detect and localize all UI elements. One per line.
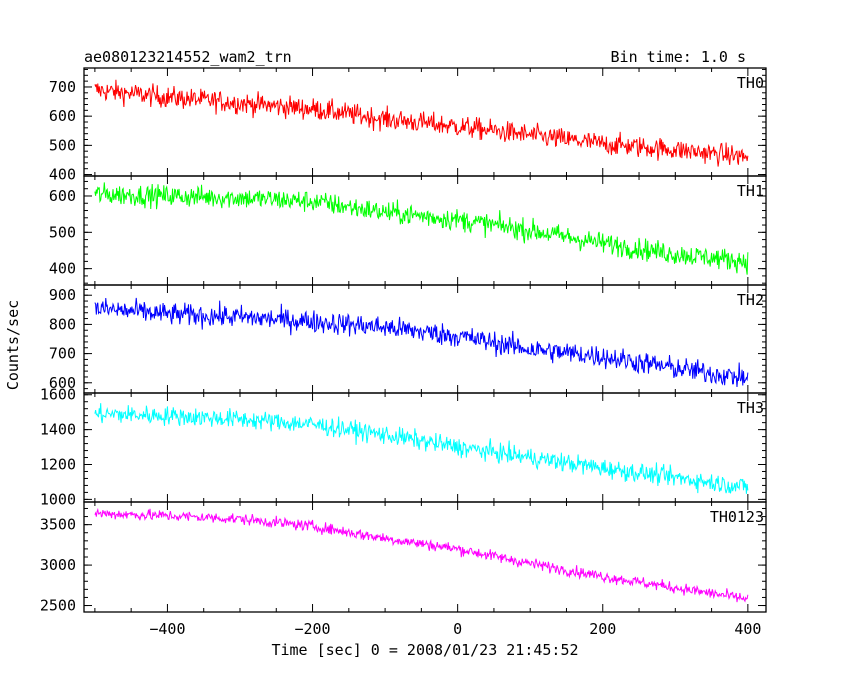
x-axis-label: Time [sec] 0 = 2008/01/23 21:45:52 <box>271 641 578 659</box>
panel-frame <box>83 284 767 394</box>
panel-label-th2: TH2 <box>737 291 764 309</box>
panel-th3: 1000 1200 1400 1600 TH3 <box>40 386 767 508</box>
x-tick-label: 0 <box>453 620 462 638</box>
y-tick-label: 500 <box>49 223 76 241</box>
y-axis-label: Counts/sec <box>4 300 22 390</box>
x-tick-label: 400 <box>734 620 761 638</box>
panel-label-th0: TH0 <box>737 74 764 92</box>
y-tick-label: 1200 <box>40 456 76 474</box>
y-tick-label: 400 <box>49 260 76 278</box>
y-tick-label: 600 <box>49 107 76 125</box>
x-tick-labels: −400 −200 0 200 400 <box>149 620 761 638</box>
panels-group: 400 500 600 700 TH0 400 500 600 TH1 600 700 800 900 T… <box>40 67 767 615</box>
panel-label-th3: TH3 <box>737 399 764 417</box>
y-tick-label: 500 <box>49 136 76 154</box>
y-tick-label: 400 <box>49 166 76 184</box>
panel-th2: 600 700 800 900 TH2 <box>49 284 767 394</box>
chart-title: ae080123214552_wam2_trn <box>84 48 292 66</box>
panel-frame <box>83 501 767 613</box>
panel-th1: 400 500 600 TH1 <box>49 175 767 286</box>
panel-th0123: 2500 3000 3500 TH0123 <box>40 501 767 615</box>
x-tick-label: −200 <box>294 620 330 638</box>
series-line-th0123 <box>94 507 749 603</box>
panel-th0: 400 500 600 700 TH0 <box>49 67 767 184</box>
y-tick-label: 700 <box>49 78 76 96</box>
series-line-th3 <box>94 403 749 494</box>
y-tick-label: 800 <box>49 315 76 333</box>
series-line-th1 <box>94 182 749 275</box>
y-tick-label: 600 <box>49 187 76 205</box>
panel-label-th0123: TH0123 <box>710 508 764 526</box>
y-tick-label: 900 <box>49 286 76 304</box>
series-line-th2 <box>94 297 749 387</box>
y-tick-label: 3000 <box>40 556 76 574</box>
y-tick-label: 1000 <box>40 490 76 508</box>
panel-frame <box>83 175 767 286</box>
panel-label-th1: TH1 <box>737 182 764 200</box>
y-tick-label: 600 <box>49 374 76 392</box>
bin-time-label: Bin time: 1.0 s <box>611 48 746 66</box>
y-tick-label: 2500 <box>40 597 76 615</box>
y-tick-label: 1400 <box>40 421 76 439</box>
x-tick-label: 200 <box>589 620 616 638</box>
y-tick-label: 1600 <box>40 386 76 404</box>
series-line-th0 <box>94 79 749 167</box>
y-tick-label: 700 <box>49 345 76 363</box>
y-tick-label: 3500 <box>40 516 76 534</box>
x-tick-label: −400 <box>149 620 185 638</box>
